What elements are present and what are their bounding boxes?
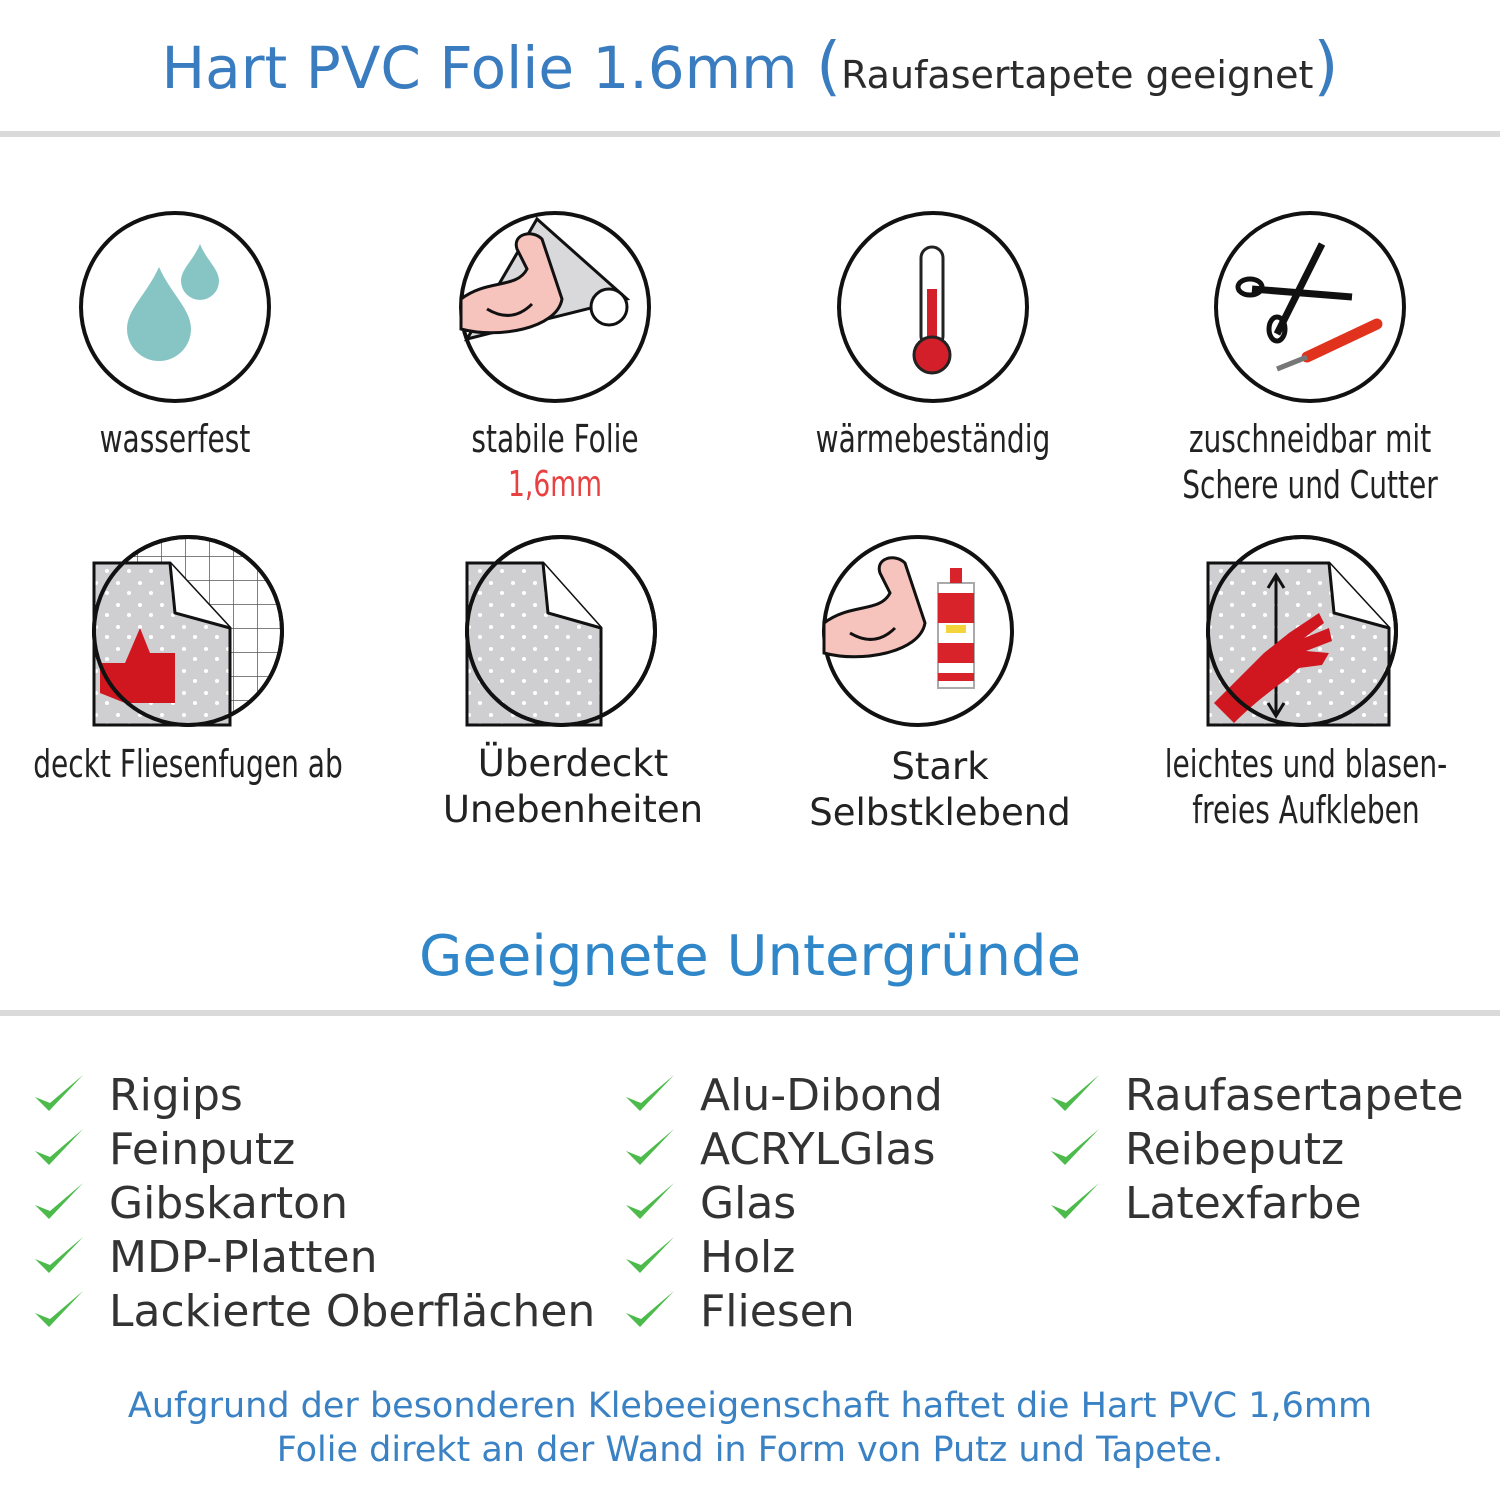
surface-label: Glas: [700, 1177, 797, 1229]
strong-film-icon: [457, 209, 653, 405]
title-main: Hart PVC Folie 1.6mm: [161, 34, 798, 102]
list-item: Lackierte Oberflächen: [33, 1284, 595, 1338]
footer-note: Aufgrund der besonderen Klebeeigenschaft…: [0, 1384, 1500, 1472]
feature-label-stable-film: stabile Folie 1,6mm: [471, 416, 638, 508]
list-item: Gibskarton: [33, 1176, 595, 1230]
strong-adhesive-icon: [820, 533, 1016, 729]
list-item: Raufasertapete: [1049, 1068, 1464, 1122]
list-item: Latexfarbe: [1049, 1176, 1464, 1230]
surface-label: Holz: [700, 1231, 796, 1283]
surface-label: Rigips: [109, 1069, 243, 1121]
surface-label: Reibeputz: [1125, 1123, 1345, 1175]
footer-line: Folie direkt an der Wand in Form von Put…: [276, 1430, 1224, 1470]
list-item: Reibeputz: [1049, 1122, 1464, 1176]
feature-label-tile-cover: deckt Fliesenfugen ab: [33, 742, 343, 786]
check-icon: [35, 1129, 83, 1165]
list-item: Rigips: [33, 1068, 595, 1122]
check-icon: [35, 1183, 83, 1219]
list-item: ACRYLGlas: [624, 1122, 943, 1176]
section-heading: Geeignete Untergründe: [418, 924, 1082, 989]
title-paren-open: (: [816, 30, 842, 104]
title-subtitle: Raufasertapete geeignet: [841, 53, 1314, 97]
water-drops-icon: [77, 209, 273, 405]
check-icon: [626, 1129, 674, 1165]
surface-list-col-3: Raufasertapete Reibeputz Latexfarbe: [1049, 1068, 1464, 1230]
film-peel-icon: [463, 533, 659, 729]
divider: [0, 131, 1500, 137]
surface-label: MDP-Platten: [109, 1231, 378, 1283]
title-paren-close: ): [1313, 30, 1339, 104]
list-item: Fliesen: [624, 1284, 943, 1338]
check-icon: [626, 1183, 674, 1219]
scissors-cutter-icon: [1212, 209, 1408, 405]
feature-label-heat-resistant: wärmebeständig: [815, 417, 1051, 461]
list-item: Holz: [624, 1230, 943, 1284]
surface-label: Fliesen: [700, 1285, 855, 1337]
list-item: Glas: [624, 1176, 943, 1230]
check-icon: [35, 1075, 83, 1111]
check-icon: [1051, 1129, 1099, 1165]
divider: [0, 1010, 1500, 1016]
check-icon: [1051, 1075, 1099, 1111]
list-item: Feinputz: [33, 1122, 595, 1176]
page-title: Hart PVC Folie 1.6mm (Raufasertapete gee…: [0, 30, 1500, 104]
surface-label: Alu-Dibond: [700, 1069, 943, 1121]
feature-label-self-adhesive: Stark Selbstklebend: [809, 745, 1071, 834]
surface-list-col-2: Alu-Dibond ACRYLGlas Glas Holz Fliesen: [624, 1068, 943, 1338]
check-icon: [35, 1237, 83, 1273]
thickness-highlight: 1,6mm: [508, 464, 602, 505]
feature-label-covers-unevenness: Überdeckt Unebenheiten: [442, 742, 704, 831]
surface-label: Feinputz: [109, 1123, 296, 1175]
surface-label: Raufasertapete: [1125, 1069, 1464, 1121]
footer-line: Aufgrund der besonderen Klebeeigenschaft…: [127, 1386, 1373, 1426]
feature-label-waterproof: wasserfest: [99, 417, 251, 461]
hand-smooth-icon: [1204, 533, 1400, 729]
thermometer-icon: [835, 209, 1031, 405]
feature-label-cuttable: zuschneidbar mit Schere und Cutter: [1182, 417, 1438, 507]
surface-label: Lackierte Oberflächen: [109, 1285, 596, 1337]
list-item: Alu-Dibond: [624, 1068, 943, 1122]
check-icon: [626, 1237, 674, 1273]
surface-label: Latexfarbe: [1125, 1177, 1362, 1229]
surface-label: Gibskarton: [109, 1177, 348, 1229]
check-icon: [626, 1291, 674, 1327]
check-icon: [1051, 1183, 1099, 1219]
tile-cover-icon: [90, 533, 286, 729]
check-icon: [35, 1291, 83, 1327]
surface-list-col-1: Rigips Feinputz Gibskarton MDP-Platten Lacki…: [33, 1068, 595, 1338]
feature-label-easy-apply: leichtes und blasen-freies Aufkleben: [1164, 742, 1448, 832]
surface-label: ACRYLGlas: [700, 1123, 936, 1175]
check-icon: [626, 1075, 674, 1111]
list-item: MDP-Platten: [33, 1230, 595, 1284]
